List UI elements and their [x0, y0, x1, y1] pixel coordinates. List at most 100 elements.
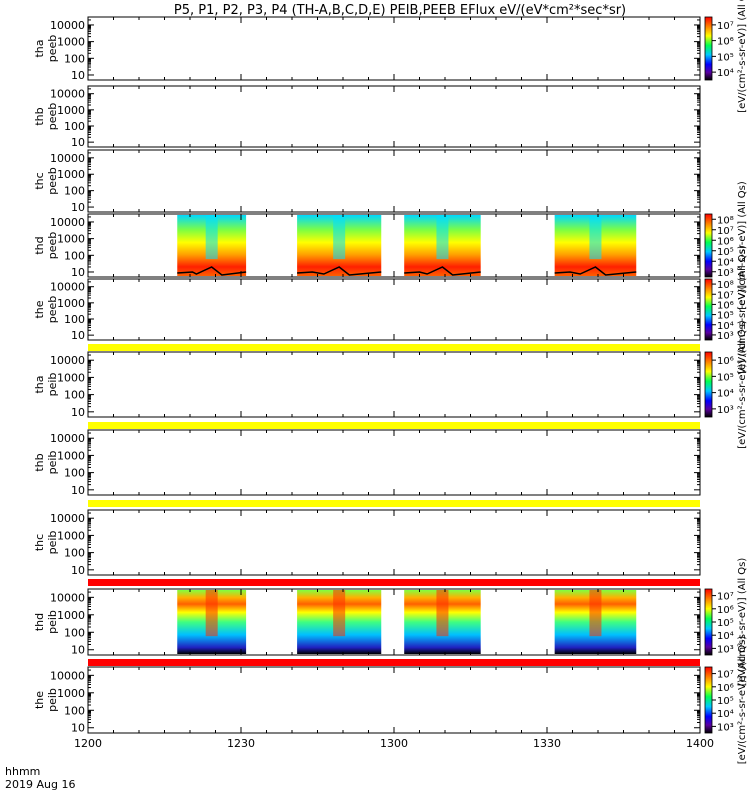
y-tick-label: 100	[64, 185, 85, 198]
colorbar-title: [eV/(cm²-s-sr-eV)] (All Qs)	[737, 245, 748, 374]
colorbar-title: [eV/(cm²-s-sr-eV)] (All Qs)	[737, 558, 748, 687]
colorbar-tick-label: 10⁵	[717, 372, 734, 383]
panel-frame	[87, 16, 701, 81]
y-tick-label: 1000	[57, 529, 85, 542]
colorbar-tick-label: 10³	[717, 331, 734, 342]
spacecraft-potential-line	[404, 266, 481, 276]
colorbar-tick-label: 10⁶	[717, 236, 734, 247]
y-tick-label: 1000	[57, 168, 85, 181]
panel-instrument-label: peib	[46, 531, 59, 555]
x-tick-label: 1230	[227, 737, 255, 750]
panel-frame	[87, 509, 701, 576]
panel-frame	[87, 666, 701, 734]
y-tick-label: 100	[64, 626, 85, 639]
colorbar-tick-label: 10⁴	[717, 631, 734, 642]
x-unit-label: hhmm	[5, 765, 40, 778]
colorbar-tick-label: 10⁶	[717, 605, 734, 616]
panel-probe-label: tha	[33, 375, 46, 393]
y-tick-label: 10000	[50, 512, 85, 525]
quality-flag-band	[88, 500, 700, 507]
colorbar-tick-label: 10⁷	[717, 290, 734, 301]
colorbar-title: [eV/(cm²-s-sr-eV)] (All Qs)	[737, 0, 748, 113]
y-tick-label: 1000	[57, 297, 85, 310]
colorbar-tick-label: 10⁵	[717, 247, 734, 258]
y-tick-label: 10000	[50, 216, 85, 229]
y-tick-label: 100	[64, 313, 85, 326]
date-label: 2019 Aug 16	[5, 778, 75, 791]
spectrogram-feature	[589, 590, 602, 637]
spectrogram-feature	[436, 215, 449, 260]
y-tick-label: 10000	[50, 19, 85, 32]
y-tick-label: 1000	[57, 687, 85, 700]
x-tick-label: 1330	[533, 737, 561, 750]
panel-probe-label: tha	[33, 39, 46, 57]
y-tick-label: 10	[71, 644, 85, 657]
y-tick-label: 10000	[50, 669, 85, 682]
panel-probe-label: thd	[33, 236, 46, 254]
colorbar-tick-label: 10⁷	[717, 670, 734, 681]
panel-tha-peeb: 10 100 1000 10000 tha peeb 10⁴ 10⁵ 10⁶ 10⁷ [eV/(cm…	[33, 0, 748, 113]
colorbar-title: [eV/(cm²-s-sr-eV)] (All Qs)	[737, 320, 748, 449]
y-tick-label: 100	[64, 249, 85, 262]
colorbar-tick-label: 10³	[717, 722, 734, 733]
y-tick-label: 1000	[57, 449, 85, 462]
colorbar-tick-label: 10⁴	[717, 257, 734, 268]
panel-thd-peib: 10 100 1000 10000 thd peib 10³ 10⁴ 10⁵ 10⁶ 10⁷ [eV/…	[33, 558, 748, 687]
x-tick-label: 1200	[74, 737, 102, 750]
panel-probe-label: the	[33, 691, 46, 709]
colorbar-tick-label: 10⁶	[717, 37, 734, 48]
panel-thb-peib: 10 100 1000 10000 thb peib	[33, 429, 701, 497]
panel-the-peib: 10 100 1000 10000 the peib 10³ 10⁴ 10⁵ 10⁶ 10⁷ [eV/…	[33, 636, 748, 765]
spacecraft-potential-line	[177, 266, 247, 276]
y-tick-label: 100	[64, 389, 85, 402]
quality-flag-band	[88, 659, 700, 666]
spectrogram-feature	[589, 215, 602, 260]
colorbar-tick-label: 10⁴	[717, 389, 734, 400]
colorbar-tick-label: 10⁸	[717, 280, 734, 291]
y-tick-label: 100	[64, 547, 85, 560]
colorbar-tick-label: 10⁷	[717, 21, 734, 32]
spectrogram-feature	[333, 590, 346, 637]
panel-frame	[87, 351, 701, 418]
y-tick-label: 100	[64, 52, 85, 65]
colorbar-tick-label: 10⁴	[717, 709, 734, 720]
y-tick-label: 10000	[50, 432, 85, 445]
panel-frame	[87, 278, 701, 341]
x-tick-label: 1400	[686, 737, 714, 750]
panel-thc-peeb: 10 100 1000 10000 thc peeb	[33, 149, 701, 214]
colorbar-tick-label: 10³	[717, 405, 734, 416]
panel-probe-label: thc	[33, 534, 46, 551]
y-tick-label: 100	[64, 704, 85, 717]
spectrogram-feature	[333, 215, 346, 260]
y-tick-label: 100	[64, 120, 85, 133]
spacecraft-potential-line	[297, 266, 382, 276]
colorbar-tick-label: 10⁶	[717, 300, 734, 311]
colorbar	[704, 588, 713, 656]
y-tick-label: 10	[71, 136, 85, 149]
colorbar-tick-label: 10⁵	[717, 696, 734, 707]
y-tick-label: 1000	[57, 104, 85, 117]
colorbar	[704, 16, 713, 81]
panel-probe-label: thb	[33, 453, 46, 471]
panel-instrument-label: peeb	[46, 296, 59, 324]
colorbar-tick-label: 10⁴	[717, 321, 734, 332]
y-tick-label: 10	[71, 564, 85, 577]
y-tick-label: 10	[71, 722, 85, 735]
colorbar-tick-label: 10³	[717, 644, 734, 655]
panel-instrument-label: peeb	[46, 35, 59, 63]
colorbar	[704, 351, 713, 418]
colorbar-tick-label: 10⁵	[717, 618, 734, 629]
panel-instrument-label: peib	[46, 688, 59, 712]
colorbar	[704, 213, 713, 278]
spectrogram-feature	[205, 590, 218, 637]
y-tick-label: 10000	[50, 152, 85, 165]
colorbar-tick-label: 10³	[717, 268, 734, 279]
panel-probe-label: thd	[33, 613, 46, 631]
panel-instrument-label: peib	[46, 451, 59, 475]
panel-instrument-label: peeb	[46, 103, 59, 131]
y-tick-label: 1000	[57, 371, 85, 384]
panel-frame	[87, 429, 701, 496]
y-tick-label: 10000	[50, 281, 85, 294]
